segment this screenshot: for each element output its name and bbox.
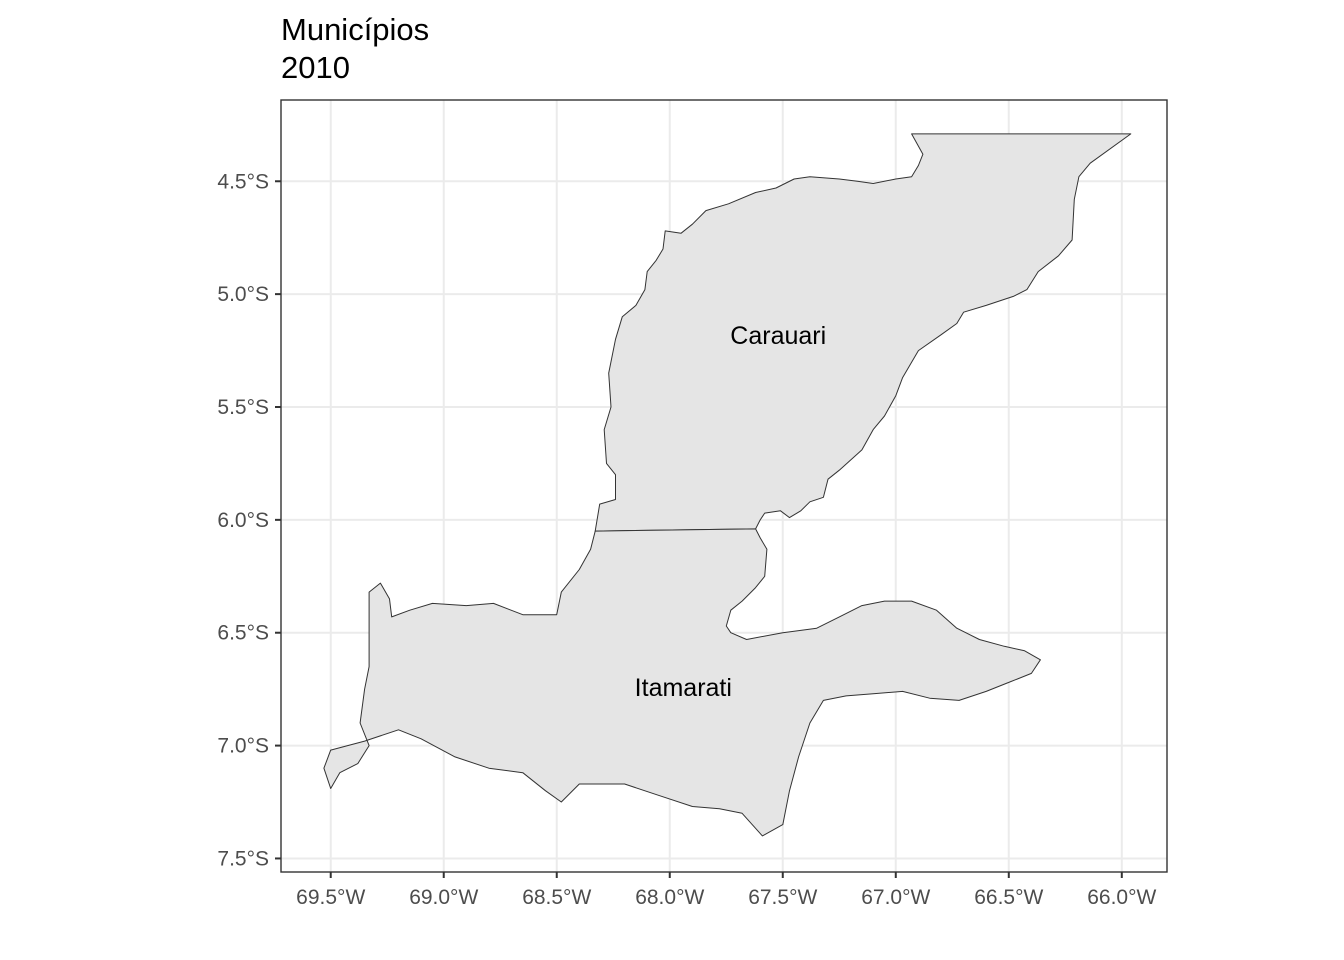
- y-tick-label: 6.0°S: [217, 509, 269, 532]
- municipality-labels: Carauari Itamarati: [635, 322, 826, 702]
- region-label-itamarati: Itamarati: [635, 674, 732, 702]
- y-tick-label: 4.5°S: [217, 170, 269, 193]
- y-tick-label: 7.0°S: [217, 735, 269, 758]
- region-itamarati: [323, 528, 1041, 837]
- x-tick-label: 66.5°W: [974, 886, 1043, 909]
- x-tick-label: 69.5°W: [296, 886, 365, 909]
- y-tick-label: 5.5°S: [217, 396, 269, 419]
- y-tick-label: 6.5°S: [217, 622, 269, 645]
- region-carauari: [594, 133, 1132, 532]
- x-tick-label: 68.0°W: [635, 886, 704, 909]
- region-label-carauari: Carauari: [730, 322, 826, 350]
- map-subtitle: 2010: [281, 50, 350, 85]
- map-title: Municípios: [281, 12, 429, 47]
- x-tick-label: 67.5°W: [748, 886, 817, 909]
- municipality-polygons: [323, 133, 1132, 837]
- x-tick-label: 67.0°W: [861, 886, 930, 909]
- y-tick-label: 7.5°S: [217, 847, 269, 870]
- panel-border: [280, 99, 1168, 873]
- x-tick-label: 69.0°W: [409, 886, 478, 909]
- y-tick-label: 5.0°S: [217, 283, 269, 306]
- x-tick-label: 66.0°W: [1087, 886, 1156, 909]
- axes: 69.5°W 69.0°W 68.5°W 68.0°W 67.5°W 67.0°W 66.5…: [217, 170, 1156, 909]
- x-tick-label: 68.5°W: [522, 886, 591, 909]
